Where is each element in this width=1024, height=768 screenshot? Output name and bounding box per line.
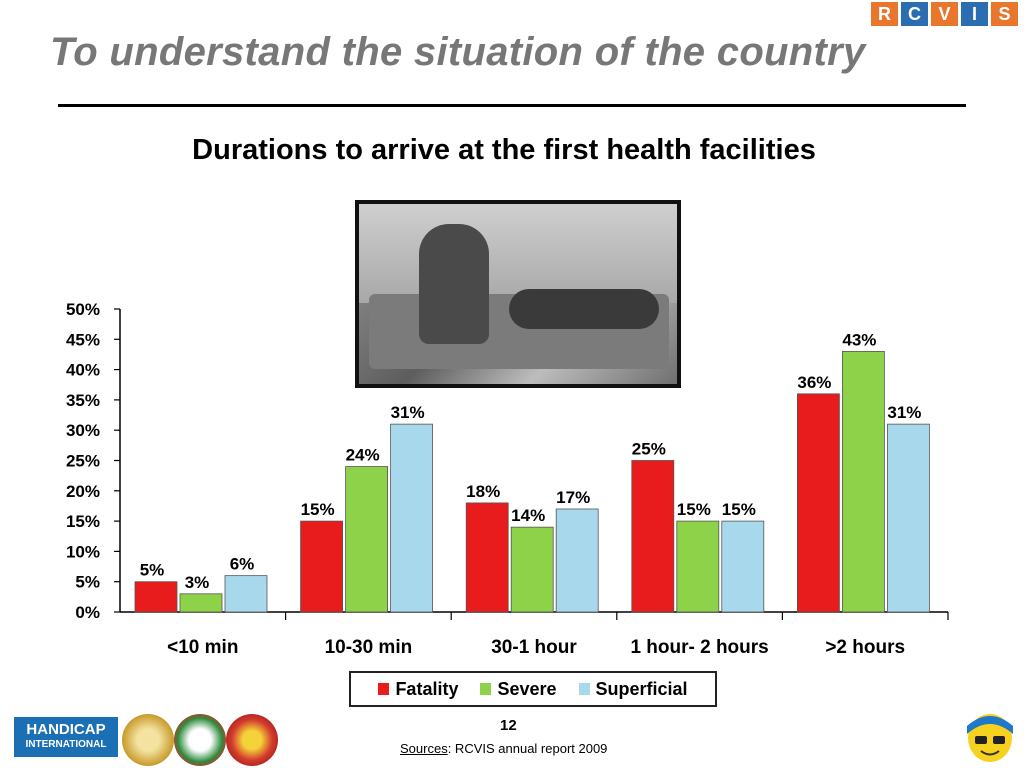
ministry-seal-icon [122, 714, 174, 766]
logo-letter: V [931, 2, 958, 26]
data-label: 15% [722, 500, 756, 519]
slide-title: To understand the situation of the count… [50, 30, 866, 74]
bar [300, 520, 344, 613]
sources-label: Sources [400, 741, 448, 756]
helmet-mascot-icon [967, 714, 1013, 762]
bar [465, 502, 509, 613]
legend-swatch [578, 683, 590, 695]
hi-logo-line1: HANDICAP [26, 721, 106, 738]
data-label: 31% [887, 403, 921, 422]
data-label: 5% [140, 561, 165, 580]
data-label: 3% [185, 573, 210, 592]
y-tick-label: 20% [66, 482, 100, 501]
bar [631, 460, 675, 613]
x-tick-label: 30-1 hour [491, 637, 577, 658]
legend-item-superficial: Superficial [578, 678, 688, 700]
y-tick-label: 35% [66, 391, 100, 410]
data-label: 25% [632, 440, 666, 459]
y-tick-label: 10% [66, 542, 100, 561]
health-seal-icon [174, 714, 226, 766]
data-label: 15% [677, 500, 711, 519]
bar [555, 508, 599, 613]
y-tick-label: 5% [75, 573, 100, 592]
legend-label: Fatality [395, 678, 459, 699]
bar [390, 423, 434, 613]
y-tick-label: 40% [66, 361, 100, 380]
data-label: 17% [556, 488, 590, 507]
data-label: 36% [797, 373, 831, 392]
bar [676, 520, 720, 613]
legend-swatch [378, 683, 390, 695]
bar [134, 581, 178, 613]
y-tick-label: 15% [66, 512, 100, 531]
hi-logo-line2: INTERNATIONAL [25, 739, 107, 750]
data-label: 31% [391, 403, 425, 422]
legend-item-fatality: Fatality [378, 679, 458, 700]
legend-swatch [480, 683, 492, 695]
bar [510, 526, 554, 613]
patients-photo [355, 200, 681, 388]
red-cross-seal-icon [226, 714, 278, 766]
y-tick-label: 25% [66, 452, 100, 471]
sources-text: : RCVIS annual report 2009 [447, 741, 608, 756]
bar [345, 466, 389, 613]
page-number: 12 [500, 717, 517, 734]
logo-letter: S [991, 2, 1018, 26]
chart-legend: Fatality Severe Superficial [349, 671, 717, 707]
x-tick-label: 1 hour- 2 hours [630, 637, 768, 658]
legend-item-severe: Severe [480, 678, 557, 700]
data-label: 6% [230, 555, 255, 574]
logo-letter: R [871, 2, 898, 26]
x-tick-label: >2 hours [825, 637, 905, 658]
legend-label: Superficial [595, 678, 688, 699]
x-tick-label: 10-30 min [325, 637, 413, 658]
logo-letter: C [901, 2, 928, 26]
data-label: 43% [842, 330, 876, 349]
handicap-international-logo: HANDICAP INTERNATIONAL [14, 717, 118, 757]
bar [721, 520, 765, 613]
logo-letter: I [961, 2, 988, 26]
legend-label: Severe [497, 678, 557, 699]
chart-title: Durations to arrive at the first health … [192, 134, 816, 166]
data-label: 24% [346, 446, 380, 465]
rcvis-logo: R C V I S [871, 2, 1018, 26]
bar [887, 423, 930, 613]
sources-note: Sources: RCVIS annual report 2009 [400, 741, 607, 756]
x-tick-label: <10 min [167, 637, 238, 658]
y-tick-label: 50% [66, 300, 100, 319]
y-tick-label: 0% [75, 603, 100, 622]
title-divider [58, 104, 966, 107]
bar [797, 393, 840, 613]
data-label: 18% [466, 482, 500, 501]
bar [224, 575, 268, 613]
y-tick-label: 30% [66, 421, 100, 440]
bar [842, 351, 885, 613]
bar [179, 593, 223, 613]
data-label: 14% [511, 506, 545, 525]
data-label: 15% [301, 500, 335, 519]
y-tick-label: 45% [66, 330, 100, 349]
